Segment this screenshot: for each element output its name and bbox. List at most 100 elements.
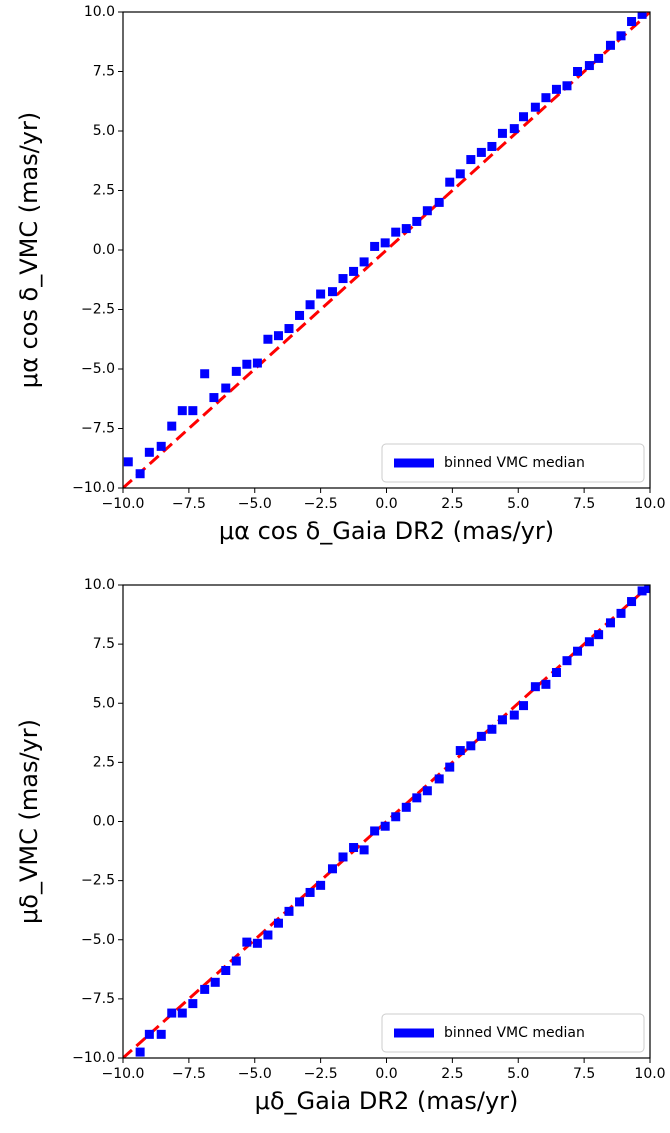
reference-line xyxy=(123,12,650,488)
y-tick-label: −10.0 xyxy=(72,480,115,496)
median-point xyxy=(551,84,561,94)
median-point xyxy=(338,274,348,284)
x-tick-label: −5.0 xyxy=(238,1066,272,1082)
median-point xyxy=(627,597,637,607)
median-point xyxy=(305,887,315,897)
median-point xyxy=(284,906,294,916)
y-tick-label: 0.0 xyxy=(93,242,115,258)
legend-box xyxy=(381,443,645,483)
median-point xyxy=(221,383,231,393)
median-point xyxy=(188,999,198,1009)
x-tick-label: 10.0 xyxy=(634,496,665,512)
median-point xyxy=(338,852,348,862)
median-point xyxy=(359,845,369,855)
y-axis-label: μα cos δ_VMC (mas/yr) xyxy=(15,112,43,388)
y-tick-label: −2.5 xyxy=(81,302,115,318)
panel: binned VMC median −10.0 −7.5 −5.0 −2.5 0.0 2.5… xyxy=(15,577,666,1115)
median-point xyxy=(316,880,326,890)
median-point xyxy=(644,585,650,594)
plot-area: binned VMC median xyxy=(123,12,650,488)
y-tick-label: 7.5 xyxy=(93,64,115,80)
median-point xyxy=(231,956,241,966)
median-point xyxy=(434,774,444,784)
median-point xyxy=(627,17,637,27)
x-axis-label: μδ_Gaia DR2 (mas/yr) xyxy=(255,1087,519,1115)
legend-label: binned VMC median xyxy=(444,455,585,471)
median-point xyxy=(209,393,219,403)
x-tick-label: 7.5 xyxy=(573,1066,595,1082)
y-tick-label: 7.5 xyxy=(93,636,115,652)
median-point xyxy=(605,40,615,50)
x-tick-label: 2.5 xyxy=(441,496,463,512)
median-point xyxy=(573,646,583,656)
median-point xyxy=(295,310,305,320)
median-point xyxy=(135,1047,145,1057)
median-point xyxy=(167,421,177,431)
median-point xyxy=(637,12,647,19)
y-tick-label: 5.0 xyxy=(93,695,115,711)
median-point xyxy=(273,918,283,928)
median-point xyxy=(231,366,241,376)
median-point xyxy=(594,53,604,63)
median-point xyxy=(295,897,305,907)
median-point xyxy=(412,216,422,226)
median-point xyxy=(123,457,133,467)
x-tick-label: 0.0 xyxy=(375,496,397,512)
legend: binned VMC median xyxy=(381,443,645,483)
median-point xyxy=(401,224,411,234)
median-point xyxy=(188,406,198,416)
y-tick-label: 10.0 xyxy=(84,577,115,593)
median-point xyxy=(497,715,507,725)
median-point xyxy=(391,812,401,822)
median-point xyxy=(584,637,594,647)
plot-area: binned VMC median xyxy=(123,585,650,1058)
y-tick-label: 5.0 xyxy=(93,123,115,139)
y-tick-label: −2.5 xyxy=(81,873,115,889)
x-axis-label: μα cos δ_Gaia DR2 (mas/yr) xyxy=(219,517,554,545)
x-tick-label: 7.5 xyxy=(573,496,595,512)
median-point xyxy=(412,793,422,803)
median-point xyxy=(359,257,369,267)
median-point xyxy=(466,741,476,751)
median-point xyxy=(530,102,540,112)
median-point xyxy=(263,930,273,940)
legend-label: binned VMC median xyxy=(444,1025,585,1041)
x-tick-label: −5.0 xyxy=(238,496,272,512)
median-point xyxy=(200,984,210,994)
median-point xyxy=(455,169,465,179)
median-point xyxy=(391,227,401,237)
median-point xyxy=(466,155,476,165)
y-tick-label: −5.0 xyxy=(81,361,115,377)
median-point xyxy=(242,937,252,947)
median-point xyxy=(316,289,326,299)
median-point xyxy=(135,469,145,479)
median-point xyxy=(327,287,337,297)
median-point xyxy=(573,67,583,76)
median-point xyxy=(156,441,166,451)
median-point xyxy=(530,682,540,692)
median-point xyxy=(487,724,497,734)
median-point xyxy=(455,746,465,756)
median-point xyxy=(541,93,551,103)
y-tick-label: 2.5 xyxy=(93,183,115,199)
median-point xyxy=(509,710,519,720)
y-tick-label: −7.5 xyxy=(81,421,115,437)
median-point xyxy=(305,300,315,310)
legend: binned VMC median xyxy=(381,1013,645,1053)
median-point xyxy=(252,358,262,368)
median-point xyxy=(370,826,380,836)
x-tick-label: 2.5 xyxy=(441,1066,463,1082)
x-tick-label: 10.0 xyxy=(634,1066,665,1082)
y-tick-label: −5.0 xyxy=(81,932,115,948)
median-point xyxy=(401,802,411,812)
median-point xyxy=(497,128,507,138)
median-point xyxy=(349,266,359,276)
y-tick-label: −7.5 xyxy=(81,991,115,1007)
median-point xyxy=(562,81,572,91)
median-point xyxy=(263,334,273,344)
median-point xyxy=(422,786,432,796)
x-tick-label: −10.0 xyxy=(102,1066,145,1082)
median-point xyxy=(509,124,519,134)
